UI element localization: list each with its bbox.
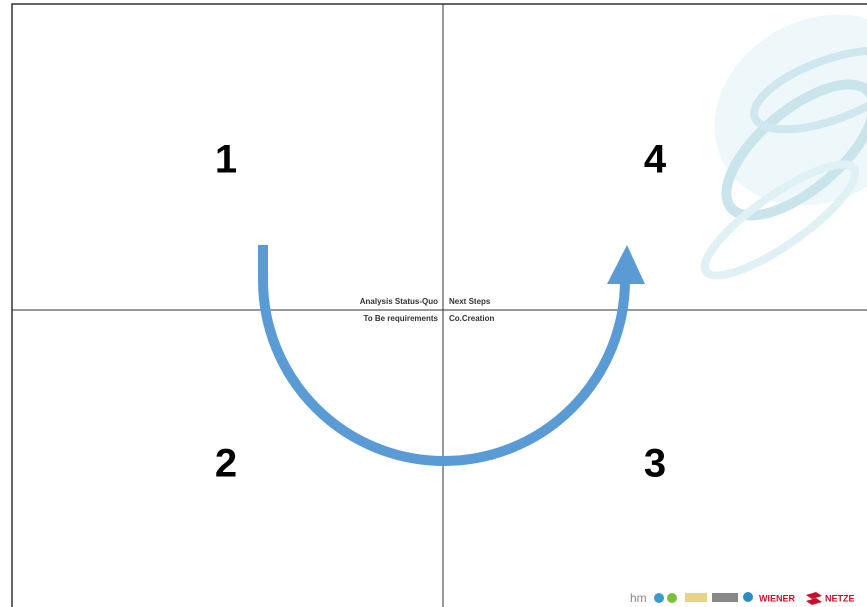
page: 1 4 2 3 Analysis Status-Quo Next Steps T… [0, 0, 867, 607]
logo-strip: hm WIENER NETZE [630, 591, 855, 605]
logo-icon [667, 593, 677, 603]
logo-icon [685, 593, 707, 602]
slide: 1 4 2 3 Analysis Status-Quo Next Steps T… [0, 0, 867, 607]
cycle-arrow [263, 245, 625, 461]
logo-text: hm [630, 591, 647, 605]
logo-text: WIENER [759, 593, 796, 603]
logo-icon [806, 592, 822, 605]
quadrant-number: 2 [215, 442, 237, 486]
quadrant-number: 3 [644, 442, 666, 486]
center-label: Analysis Status-Quo [360, 297, 438, 306]
quadrant-number: 4 [644, 138, 667, 182]
center-label: Next Steps [449, 297, 491, 306]
logo-icon [743, 592, 753, 602]
center-label: To Be requirements [363, 314, 438, 323]
arrow-head [607, 245, 645, 284]
logo-icon [654, 593, 664, 603]
quadrant-number: 1 [215, 138, 237, 182]
swirl-decoration [680, 0, 867, 292]
center-label: Co.Creation [449, 314, 494, 323]
logo-text: NETZE [825, 593, 855, 603]
logo-icon [712, 593, 738, 602]
